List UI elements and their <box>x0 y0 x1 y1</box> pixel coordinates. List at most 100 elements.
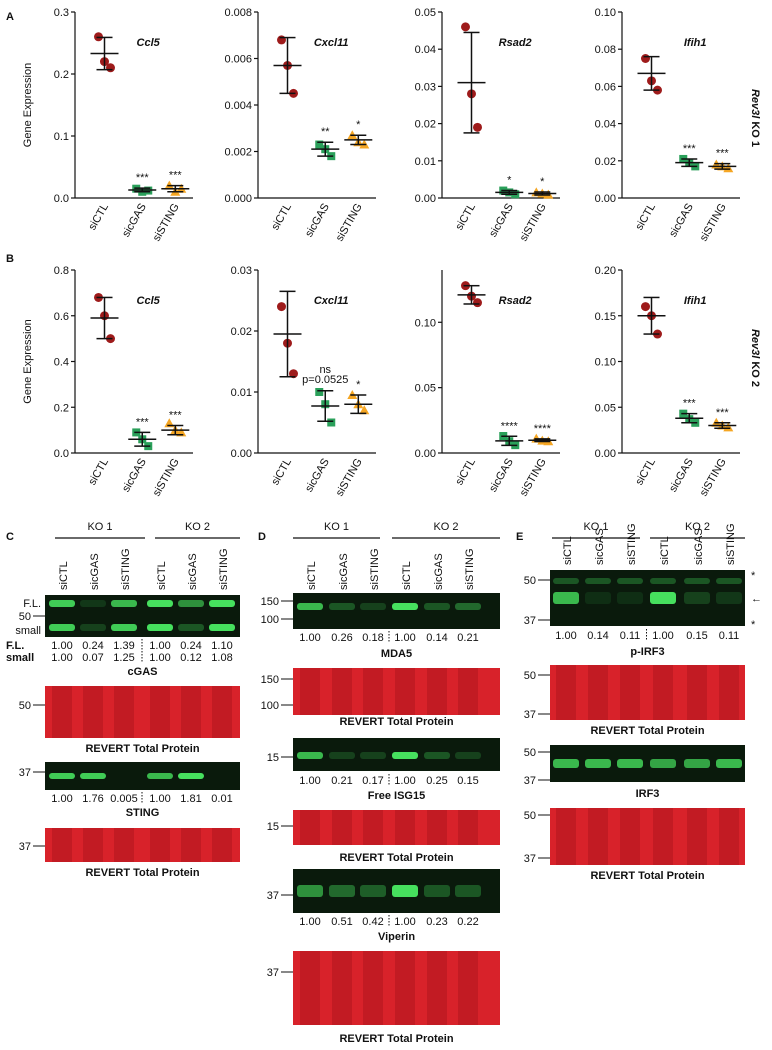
significance: *** <box>683 143 697 155</box>
quant-value: 0.26 <box>331 632 352 644</box>
y-tick-label: 0.02 <box>231 326 252 338</box>
row-label-gene: Rev3l <box>749 89 761 119</box>
blot-caption: Viperin <box>378 931 415 943</box>
significance: *** <box>136 416 150 428</box>
blot-caption: REVERT Total Protein <box>590 870 704 882</box>
gene-title: Ifih1 <box>684 295 707 307</box>
blot-image <box>550 745 745 782</box>
category-label: siCTL <box>453 202 478 233</box>
blot-band <box>147 600 173 607</box>
blot-lane <box>556 808 576 865</box>
significance: ** <box>321 126 330 138</box>
y-tick-label: 0.3 <box>54 7 69 19</box>
blot-band <box>455 752 481 759</box>
marker-label: 37 <box>524 775 536 787</box>
blot-lane <box>83 828 103 862</box>
panel-label: A <box>6 11 14 23</box>
blot-band <box>360 885 386 897</box>
y-tick-label: 0.2 <box>54 69 69 81</box>
blot-image <box>293 810 500 845</box>
data-point <box>723 422 734 432</box>
lane-label: siSTING <box>369 548 381 590</box>
marker-label: 15 <box>267 821 279 833</box>
marker-label: 150 <box>261 596 279 608</box>
gene-title: Cxcl11 <box>314 37 349 49</box>
data-point <box>289 369 298 379</box>
blot-image <box>293 668 500 715</box>
blot-lane <box>181 686 201 738</box>
quant-value: 0.005 <box>110 793 138 805</box>
y-axis-label: Gene Expression <box>22 319 34 403</box>
blot-band <box>424 752 450 759</box>
y-tick-label: 0.2 <box>54 402 69 414</box>
group-label: KO 1 <box>87 521 112 533</box>
quant-value: 0.14 <box>426 632 447 644</box>
blot-lane <box>52 828 72 862</box>
significance: *** <box>169 410 183 422</box>
y-tick-label: 0.02 <box>415 119 436 131</box>
lane-label: siCTL <box>401 561 413 590</box>
blot-caption: REVERT Total Protein <box>339 1033 453 1045</box>
y-tick-label: 0.01 <box>415 156 436 168</box>
y-tick-label: 0.15 <box>595 311 616 323</box>
blot-lane <box>363 810 383 845</box>
category-label: sicGAS <box>120 202 149 240</box>
blot-lane <box>181 828 201 862</box>
y-tick-label: 0.05 <box>415 7 436 19</box>
right-marker: * <box>751 619 756 631</box>
blot-band <box>553 592 579 604</box>
blot-lane <box>150 828 170 862</box>
y-tick-label: 0.1 <box>54 131 69 143</box>
marker-label: 50 <box>19 700 31 712</box>
y-axis-label: Gene Expression <box>22 63 34 147</box>
lane-label: siSTING <box>218 548 230 590</box>
blot-band <box>617 578 643 584</box>
blot-band <box>684 578 710 584</box>
marker-label: 37 <box>19 767 31 779</box>
category-label: siCTL <box>453 457 478 488</box>
blot-caption: cGAS <box>128 666 158 678</box>
blot-image <box>293 951 500 1025</box>
blot-lane <box>114 686 134 738</box>
quant-value: 1.00 <box>555 630 576 642</box>
quant-value: 1.00 <box>299 632 320 644</box>
quant-value: 0.17 <box>362 775 383 787</box>
category-label: siSTING <box>518 457 549 499</box>
category-label: siSTING <box>151 457 182 499</box>
blot-band <box>716 592 742 604</box>
quant-value: 1.25 <box>113 652 134 664</box>
marker-label: 15 <box>267 752 279 764</box>
lane-label: siCTL <box>659 536 671 565</box>
group-label: KO 1 <box>324 521 349 533</box>
data-point <box>106 63 115 73</box>
blot-lane <box>395 668 415 715</box>
quant-value: 1.10 <box>211 640 232 652</box>
y-tick-label: 0.06 <box>595 81 616 93</box>
marker-label: 150 <box>261 674 279 686</box>
category-label: siCTL <box>269 202 294 233</box>
y-tick-label: 0.04 <box>595 119 616 131</box>
data-point <box>473 298 482 308</box>
blot-lane <box>719 808 739 865</box>
y-tick-label: 0.03 <box>415 81 436 93</box>
blot-lane <box>687 665 707 720</box>
quant-value: 1.00 <box>394 775 415 787</box>
panel-label: B <box>6 253 14 265</box>
blot-band <box>684 592 710 604</box>
blot-band <box>424 603 450 610</box>
quant-value: 1.00 <box>394 632 415 644</box>
lane-label: siSTING <box>626 523 638 565</box>
blot-lane <box>150 686 170 738</box>
marker-label: 50 <box>524 810 536 822</box>
y-tick-label: 0.02 <box>595 156 616 168</box>
group-label: KO 2 <box>433 521 458 533</box>
right-marker: ← <box>751 593 762 605</box>
blot-caption: p-IRF3 <box>630 646 664 658</box>
marker-label: 100 <box>261 700 279 712</box>
blot-band <box>49 624 75 631</box>
quant-value: 0.11 <box>620 630 641 642</box>
significance: * <box>356 119 361 131</box>
lane-label: sicGAS <box>693 528 705 565</box>
marker-label: 50 <box>524 747 536 759</box>
blot-band <box>178 773 204 779</box>
